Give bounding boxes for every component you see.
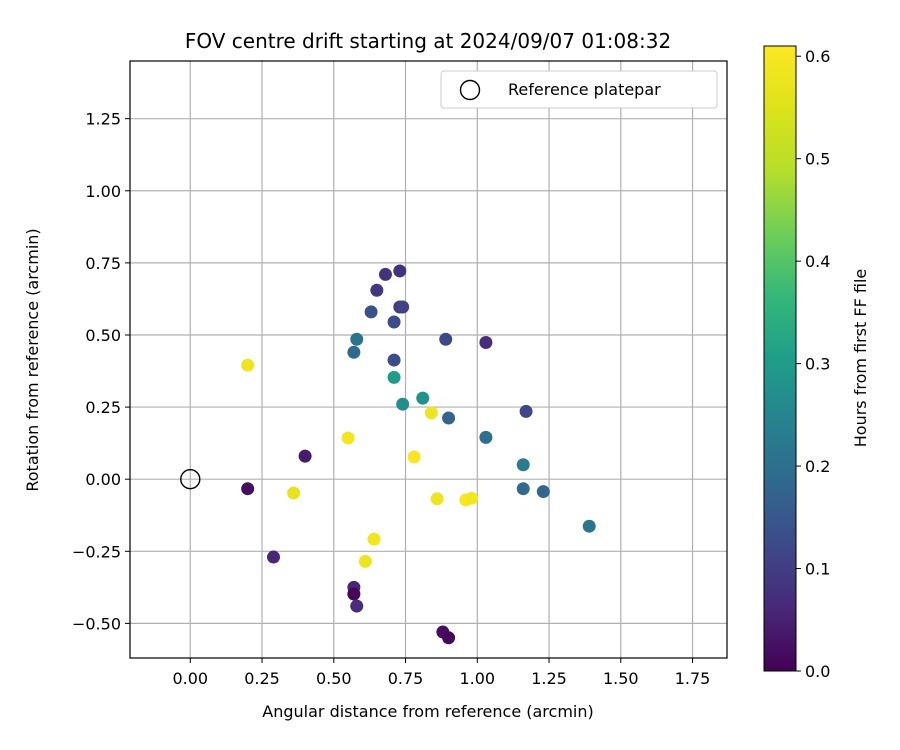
- y-tick-label: 0.50: [85, 326, 121, 345]
- x-axis-label: Angular distance from reference (arcmin): [262, 702, 593, 721]
- x-tick-label: 0.75: [388, 669, 424, 688]
- x-tick-label: 1.75: [675, 669, 711, 688]
- data-point: [479, 430, 493, 444]
- colorbar-tick-label: 0.1: [805, 560, 830, 579]
- y-axis-ticks: −0.50 −0.25 0.00 0.25 0.50 0.75 1.00 1.25: [72, 110, 130, 633]
- data-point: [358, 554, 372, 568]
- data-point: [364, 305, 378, 319]
- colorbar-tick-label: 0.2: [805, 457, 830, 476]
- y-tick-label: 0.25: [85, 398, 121, 417]
- data-point: [516, 458, 530, 472]
- data-point: [387, 370, 401, 384]
- data-point: [298, 449, 312, 463]
- chart-title: FOV centre drift starting at 2024/09/07 …: [185, 29, 671, 53]
- data-point: [350, 599, 364, 613]
- legend-marker-reference: [459, 79, 481, 101]
- x-tick-label: 1.00: [459, 669, 495, 688]
- data-point: [370, 283, 384, 297]
- colorbar-tick-label: 0.0: [805, 662, 830, 681]
- grid-lines: [130, 61, 727, 658]
- data-point: [350, 332, 364, 346]
- data-point: [387, 353, 401, 367]
- x-axis-ticks: 0.00 0.25 0.50 0.75 1.00 1.25 1.50 1.75: [172, 658, 710, 688]
- data-point: [582, 519, 596, 533]
- data-point: [416, 391, 430, 405]
- y-tick-label: 0.00: [85, 470, 121, 489]
- data-point: [387, 315, 401, 329]
- legend-box: [440, 70, 718, 109]
- colorbar-label: Hours from first FF file: [851, 269, 870, 448]
- data-point: [287, 486, 301, 500]
- colorbar-ticks: 0.0 0.1 0.2 0.3 0.4 0.5 0.6: [796, 47, 830, 681]
- data-point: [341, 431, 355, 445]
- data-point: [442, 411, 456, 425]
- y-tick-label: −0.50: [72, 614, 121, 633]
- plot-area-frame: [129, 60, 728, 659]
- data-points: [180, 264, 596, 645]
- x-tick-label: 0.00: [172, 669, 208, 688]
- y-tick-label: 1.00: [85, 182, 121, 201]
- data-point: [465, 491, 479, 505]
- data-point: [267, 550, 281, 564]
- x-tick-label: 0.25: [244, 669, 280, 688]
- data-point: [396, 397, 410, 411]
- data-point: [347, 345, 361, 359]
- data-point: [407, 450, 421, 464]
- data-point: [396, 300, 410, 314]
- reference-platepar-marker: [180, 468, 201, 490]
- colorbar-tick-label: 0.5: [805, 150, 830, 169]
- data-point: [439, 332, 453, 346]
- colorbar-tick-label: 0.6: [805, 47, 830, 66]
- data-point: [430, 492, 444, 506]
- data-point: [424, 406, 438, 420]
- data-point: [516, 482, 530, 496]
- legend: Reference platepar: [440, 70, 718, 109]
- legend-label-reference: Reference platepar: [508, 80, 661, 99]
- y-tick-label: 0.75: [85, 254, 121, 273]
- data-point: [367, 532, 381, 546]
- x-tick-label: 1.25: [531, 669, 567, 688]
- y-tick-label: 1.25: [85, 110, 121, 129]
- data-point: [519, 404, 533, 418]
- data-point: [241, 358, 255, 372]
- y-tick-label: −0.25: [72, 542, 121, 561]
- data-point: [378, 267, 392, 281]
- colorbar: 0.0 0.1 0.2 0.3 0.4 0.5 0.6 Hours from first F…: [763, 45, 870, 681]
- y-axis-label: Rotation from reference (arcmin): [23, 228, 42, 491]
- data-point: [536, 485, 550, 499]
- x-tick-label: 0.50: [316, 669, 352, 688]
- data-point: [479, 335, 493, 349]
- data-point: [241, 482, 255, 496]
- colorbar-tick-label: 0.3: [805, 355, 830, 374]
- data-point: [393, 264, 407, 278]
- x-tick-label: 1.50: [603, 669, 639, 688]
- colorbar-gradient: [763, 45, 797, 672]
- data-point: [442, 631, 456, 645]
- colorbar-tick-label: 0.4: [805, 252, 830, 271]
- data-point: [347, 587, 361, 601]
